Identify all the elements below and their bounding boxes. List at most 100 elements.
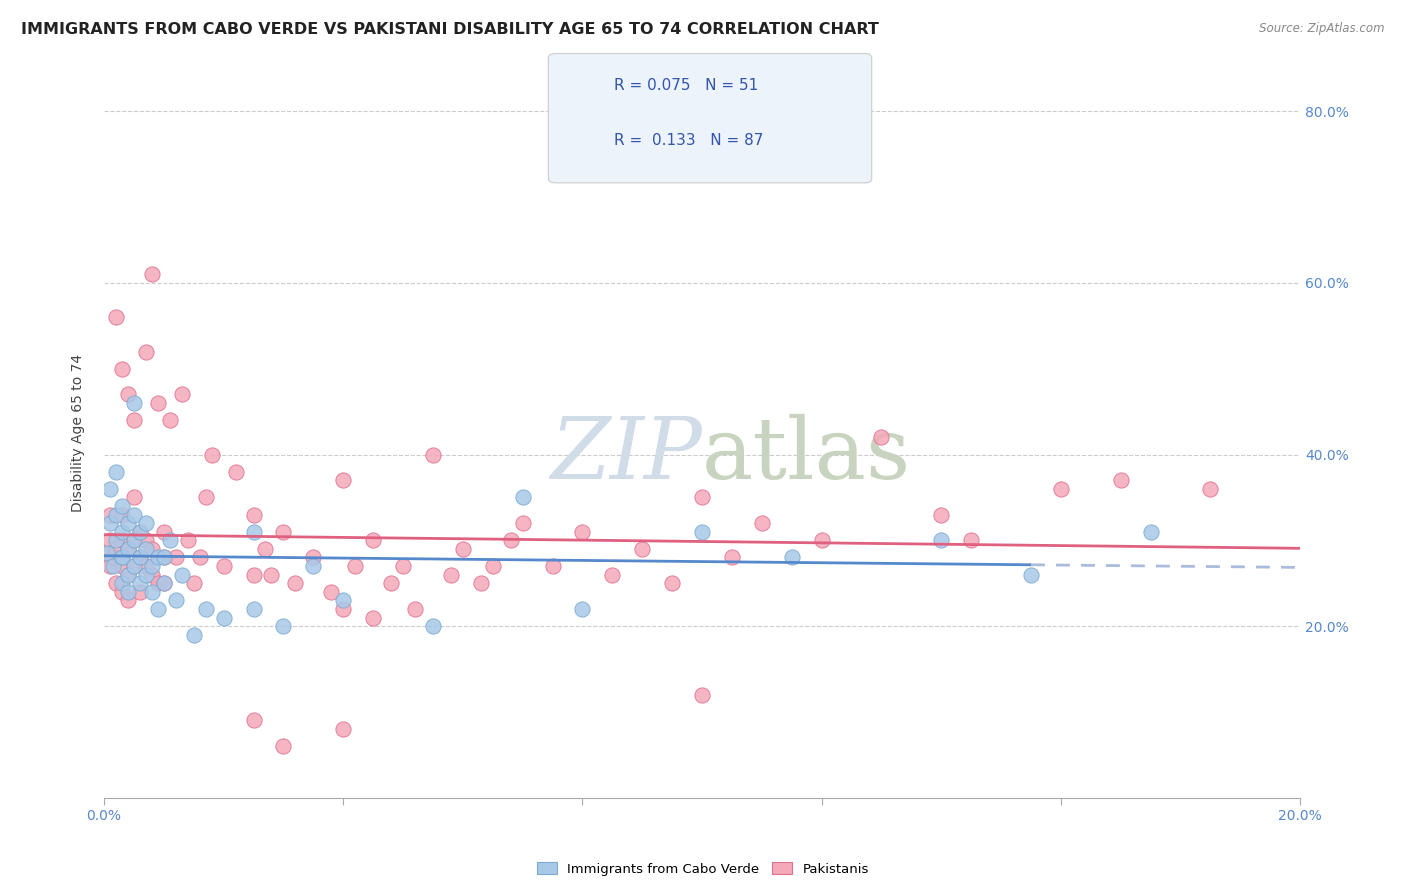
Point xyxy=(690,491,713,505)
Point xyxy=(404,602,426,616)
Point xyxy=(111,584,134,599)
Point xyxy=(117,541,139,556)
Point xyxy=(141,541,163,556)
Point xyxy=(512,491,534,505)
Point xyxy=(1050,482,1073,496)
Point xyxy=(751,516,773,531)
Point xyxy=(122,533,145,548)
Point xyxy=(170,387,193,401)
Point xyxy=(111,508,134,522)
Text: R =  0.133   N = 87: R = 0.133 N = 87 xyxy=(614,134,763,148)
Point xyxy=(183,576,205,591)
Point xyxy=(141,584,163,599)
Point xyxy=(321,584,343,599)
Point xyxy=(571,602,593,616)
Point xyxy=(135,541,157,556)
Point xyxy=(810,533,832,548)
Point xyxy=(721,550,744,565)
Point xyxy=(104,533,127,548)
Point xyxy=(159,533,181,548)
Point xyxy=(128,550,150,565)
Point xyxy=(122,491,145,505)
Point xyxy=(128,576,150,591)
Text: Source: ZipAtlas.com: Source: ZipAtlas.com xyxy=(1260,22,1385,36)
Point xyxy=(128,524,150,539)
Point xyxy=(332,473,354,487)
Point xyxy=(146,396,169,410)
Point xyxy=(152,524,174,539)
Point xyxy=(242,524,264,539)
Point xyxy=(104,576,127,591)
Point xyxy=(111,361,134,376)
Point xyxy=(481,559,503,574)
Point xyxy=(146,550,169,565)
Point xyxy=(332,593,354,607)
Point xyxy=(111,559,134,574)
Point xyxy=(254,541,277,556)
Point xyxy=(117,387,139,401)
Point xyxy=(780,550,803,565)
Point xyxy=(631,541,654,556)
Point xyxy=(122,533,145,548)
Point xyxy=(98,508,121,522)
Point xyxy=(128,550,150,565)
Point xyxy=(451,541,474,556)
Point xyxy=(111,576,134,591)
Text: ZIP: ZIP xyxy=(550,414,702,496)
Point xyxy=(96,546,118,560)
Point xyxy=(117,584,139,599)
Point xyxy=(183,628,205,642)
Point xyxy=(1139,524,1161,539)
Point xyxy=(512,516,534,531)
Point xyxy=(122,559,145,574)
Point xyxy=(165,550,187,565)
Point xyxy=(117,567,139,582)
Point xyxy=(96,546,118,560)
Point xyxy=(98,482,121,496)
Point xyxy=(302,559,325,574)
Point xyxy=(1109,473,1132,487)
Point xyxy=(602,567,624,582)
Point xyxy=(141,567,163,582)
Text: R = 0.075   N = 51: R = 0.075 N = 51 xyxy=(614,78,759,93)
Point xyxy=(332,722,354,736)
Point xyxy=(128,524,150,539)
Point xyxy=(870,430,893,444)
Point xyxy=(380,576,402,591)
Point xyxy=(141,559,163,574)
Point xyxy=(177,533,200,548)
Point xyxy=(242,602,264,616)
Y-axis label: Disability Age 65 to 74: Disability Age 65 to 74 xyxy=(72,354,86,512)
Point xyxy=(960,533,983,548)
Point xyxy=(122,559,145,574)
Point xyxy=(104,310,127,325)
Point xyxy=(361,533,384,548)
Point xyxy=(152,576,174,591)
Point xyxy=(111,524,134,539)
Point xyxy=(111,550,134,565)
Point xyxy=(104,508,127,522)
Point xyxy=(690,524,713,539)
Point xyxy=(541,559,564,574)
Point xyxy=(1019,567,1042,582)
Point xyxy=(201,448,224,462)
Point xyxy=(122,413,145,427)
Point xyxy=(152,576,174,591)
Point xyxy=(146,576,169,591)
Point xyxy=(194,491,217,505)
Point xyxy=(273,524,295,539)
Point xyxy=(661,576,683,591)
Point xyxy=(165,593,187,607)
Point xyxy=(111,533,134,548)
Point xyxy=(242,567,264,582)
Point xyxy=(302,550,325,565)
Text: atlas: atlas xyxy=(702,413,911,497)
Point xyxy=(111,550,134,565)
Point xyxy=(128,584,150,599)
Point xyxy=(135,533,157,548)
Point xyxy=(98,559,121,574)
Point xyxy=(104,465,127,479)
Point xyxy=(111,499,134,513)
Point xyxy=(929,508,952,522)
Point xyxy=(332,602,354,616)
